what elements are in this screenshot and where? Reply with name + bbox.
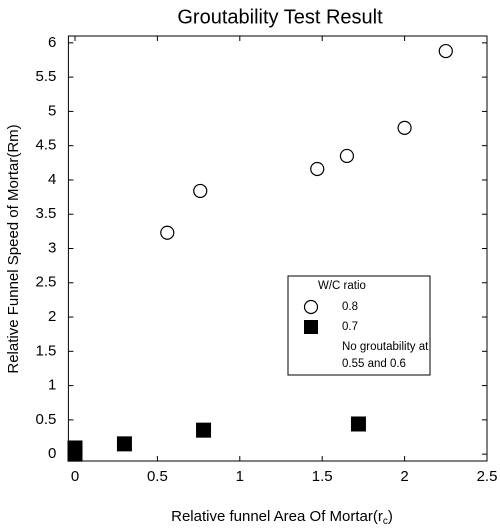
legend-marker <box>304 320 318 334</box>
x-axis-label: Relative funnel Area Of Mortar(rc) <box>171 508 393 527</box>
x-axis-label-suffix: ) <box>388 508 393 525</box>
data-point <box>196 422 212 438</box>
data-point <box>67 446 83 462</box>
y-tick-label: 4.5 <box>36 137 57 154</box>
y-tick-label: 4 <box>48 171 56 188</box>
x-axis-label-text: Relative funnel Area Of Mortar(r <box>171 508 383 525</box>
y-tick-label: 5 <box>48 102 56 119</box>
legend-title: W/C ratio <box>318 280 366 292</box>
data-point <box>339 148 355 164</box>
legend-marker <box>303 299 319 315</box>
x-tick-label: 2.5 <box>477 468 498 485</box>
x-tick-label: 0 <box>71 468 79 485</box>
data-point <box>310 161 325 177</box>
x-tick-label: 1.5 <box>312 468 333 485</box>
x-tick-label: 0.5 <box>147 468 168 485</box>
x-tick-label: 1 <box>236 468 244 485</box>
y-tick-label: 5.5 <box>36 68 57 85</box>
y-tick-label: 2 <box>48 308 56 325</box>
data-point <box>350 416 366 432</box>
y-tick-label: 2.5 <box>36 274 57 291</box>
y-tick-label: 0 <box>48 445 56 462</box>
legend-note: 0.55 and 0.6 <box>342 358 406 370</box>
y-axis-label: Relative Funnel Speed of Mortar(Rm) <box>5 124 22 373</box>
legend-label: 0.8 <box>342 301 358 313</box>
y-tick-label: 1.5 <box>36 342 57 359</box>
x-tick-label: 2 <box>400 468 408 485</box>
data-point <box>193 183 208 199</box>
y-tick-label: 1 <box>48 377 56 394</box>
data-point <box>116 436 132 452</box>
data-point <box>438 43 453 59</box>
y-tick-label: 0.5 <box>36 411 57 428</box>
y-tick-label: 3 <box>48 239 56 256</box>
y-tick-label: 3.5 <box>36 205 57 222</box>
plot-frame <box>67 35 488 462</box>
legend-label: 0.7 <box>342 321 358 333</box>
data-point <box>160 225 175 240</box>
y-tick-label: 6 <box>48 34 56 51</box>
legend-note: No groutability at <box>342 341 429 353</box>
chart-title: Groutability Test Result <box>177 6 383 28</box>
x-axis-label-subscript: c <box>383 516 388 527</box>
data-point <box>397 120 412 135</box>
